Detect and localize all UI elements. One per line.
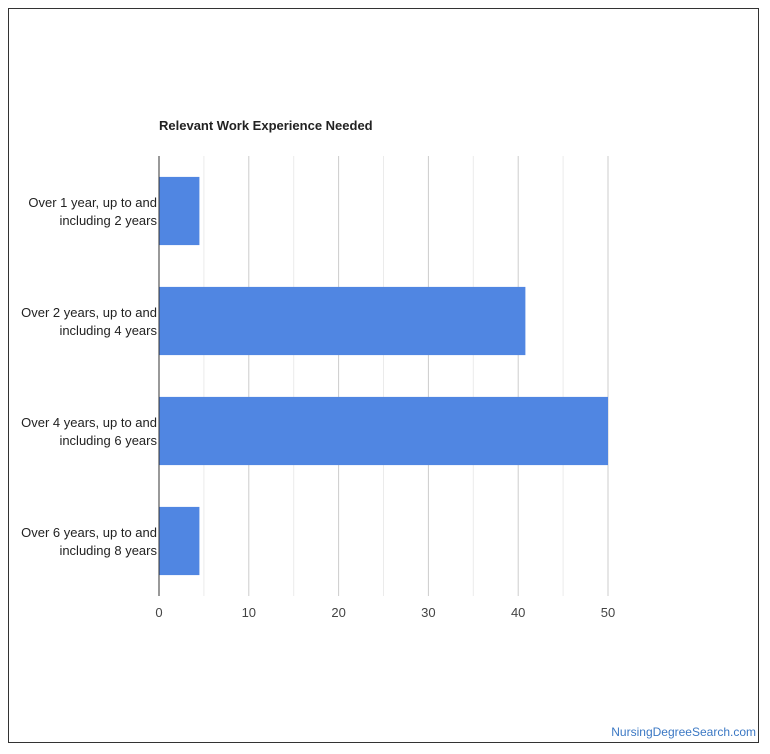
bar-4 <box>159 506 200 576</box>
x-tick-label: 20 <box>331 605 345 620</box>
category-label-1: Over 1 year, up to and including 2 years <box>28 195 157 228</box>
bar-3 <box>159 396 608 466</box>
bar-2 <box>159 286 526 356</box>
x-tick-label: 30 <box>421 605 435 620</box>
bar-1 <box>159 176 200 246</box>
chart-title: Relevant Work Experience Needed <box>159 118 373 133</box>
source-link[interactable]: NursingDegreeSearch.com <box>611 725 756 739</box>
x-tick-label: 40 <box>511 605 525 620</box>
x-tick-label: 0 <box>155 605 162 620</box>
category-label-2: Over 2 years, up to and including 4 years <box>21 305 157 338</box>
category-label-3: Over 4 years, up to and including 6 years <box>21 415 157 448</box>
x-tick-label: 50 <box>601 605 615 620</box>
category-label-4: Over 6 years, up to and including 8 years <box>21 525 157 558</box>
x-tick-label: 10 <box>242 605 256 620</box>
